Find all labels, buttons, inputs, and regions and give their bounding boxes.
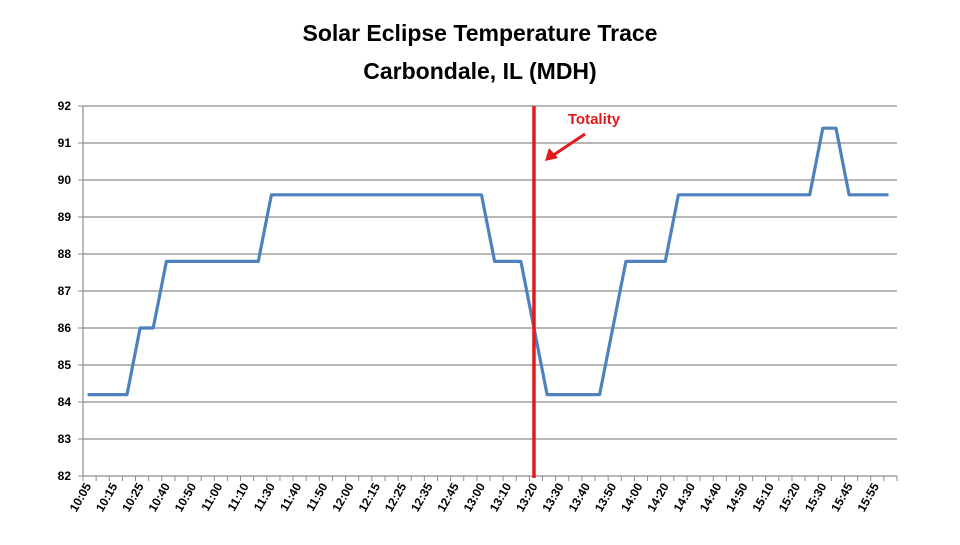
x-tick-label: 14:30 — [671, 480, 699, 514]
y-tick-label: 83 — [58, 432, 72, 446]
y-tick-label: 87 — [58, 284, 72, 298]
x-tick-label: 14:00 — [618, 480, 646, 514]
y-tick-label: 88 — [58, 247, 72, 261]
totality-label: Totality — [568, 111, 621, 128]
x-tick-label: 13:50 — [592, 480, 620, 514]
chart-subtitle: Carbondale, IL (MDH) — [363, 58, 596, 84]
x-tick-label: 14:40 — [697, 480, 725, 514]
y-tick-label: 90 — [58, 173, 72, 187]
x-tick-label: 12:15 — [356, 480, 384, 514]
y-tick-label: 84 — [58, 395, 72, 409]
x-tick-label: 15:20 — [776, 480, 804, 514]
series-layer — [87, 128, 888, 395]
y-tick-label: 91 — [58, 136, 72, 150]
arrow-shaft — [552, 134, 585, 156]
x-tick-label: 13:10 — [487, 480, 515, 514]
x-tick-label: 11:30 — [251, 480, 278, 513]
x-tick-label: 10:40 — [145, 480, 173, 514]
x-tick-label: 15:45 — [828, 480, 856, 514]
y-tick-label: 86 — [58, 321, 72, 335]
y-axis: 82 83 84 85 86 87 88 89 90 91 92 — [58, 99, 83, 483]
x-tick-label: 10:50 — [172, 480, 200, 514]
x-tick-label: 15:55 — [854, 480, 882, 514]
x-tick-label: 15:30 — [802, 480, 830, 514]
x-tick-label: 13:30 — [539, 480, 567, 514]
y-tick-label: 85 — [58, 358, 72, 372]
x-tick-label: 12:35 — [408, 480, 436, 514]
x-tick-label: 10:15 — [93, 480, 121, 514]
x-tick-label: 15:10 — [749, 480, 777, 514]
temperature-line — [88, 128, 889, 394]
x-tick-label: 11:10 — [225, 480, 252, 513]
x-tick-label: 11:50 — [303, 480, 330, 513]
x-tick-label: 14:50 — [723, 480, 751, 514]
x-tick-label: 13:00 — [461, 480, 489, 514]
y-tick-label: 82 — [58, 469, 72, 483]
x-tick-label: 11:00 — [198, 480, 225, 513]
x-tick-label: 12:00 — [329, 480, 357, 514]
x-tick-label: 12:45 — [434, 480, 462, 514]
x-tick-label: 14:20 — [644, 480, 672, 514]
x-tick-label: 10:05 — [67, 480, 95, 514]
y-tick-label: 92 — [58, 99, 72, 113]
y-tick-label: 89 — [58, 210, 72, 224]
x-tick-label: 13:20 — [513, 480, 541, 514]
x-tick-label: 10:25 — [119, 480, 147, 514]
x-tick-label: 13:40 — [566, 480, 594, 514]
chart-title: Solar Eclipse Temperature Trace — [303, 20, 658, 46]
totality-annotation: Totality — [534, 106, 621, 478]
x-tick-label: 11:40 — [277, 480, 304, 513]
gridlines — [83, 106, 897, 439]
x-tick-label: 12:25 — [382, 480, 410, 514]
